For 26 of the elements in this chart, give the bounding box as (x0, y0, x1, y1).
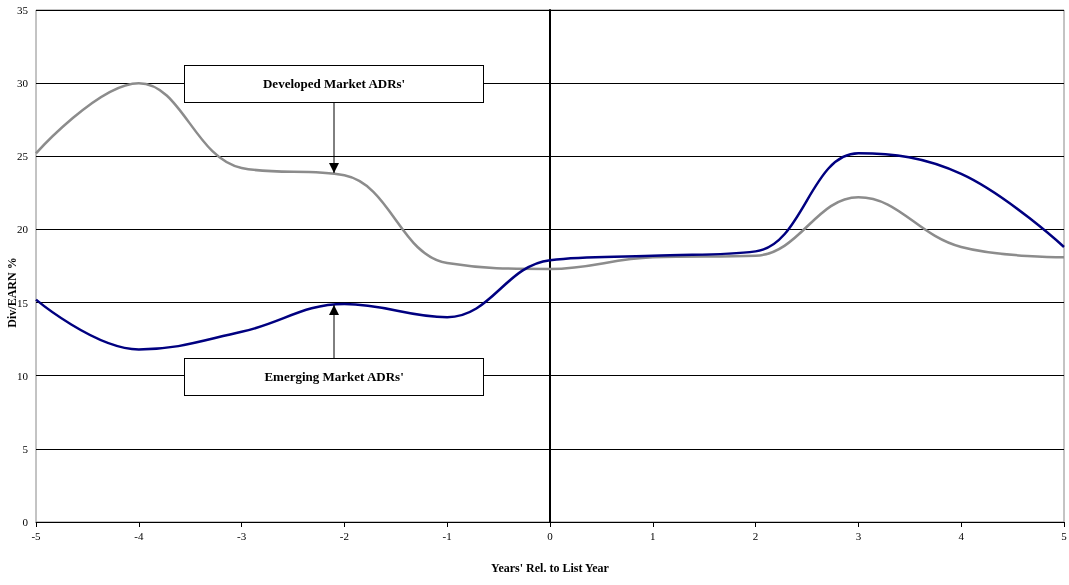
annotation: Developed Market ADRs' (262, 76, 406, 93)
line-series (34, 152, 1066, 351)
x-tick-label: 1 (650, 529, 656, 542)
x-tick-label: -3 (237, 529, 247, 542)
callout-box: Developed Market ADRs' (184, 65, 485, 104)
y-tick-label: 0 (22, 516, 29, 528)
x-tick-label: 0 (547, 529, 554, 542)
annotation: Emerging Market ADRs' (264, 368, 404, 385)
y-tick-label: 20 (17, 223, 29, 236)
y-tick-label: 30 (17, 77, 29, 90)
x-tick-label: -5 (31, 529, 42, 542)
y-tick-label: 15 (17, 296, 29, 309)
callout-box: Emerging Market ADRs' (184, 357, 485, 396)
y-tick-label: 5 (22, 442, 29, 455)
y-tick-label: 10 (17, 369, 29, 382)
x-tick-label: -1 (442, 529, 452, 542)
x-axis-title: Years' Rel. to List Year (491, 561, 610, 575)
y-tick-label: 25 (17, 150, 29, 163)
x-tick-label: 3 (855, 529, 862, 542)
x-tick-label: 5 (1061, 529, 1068, 542)
y-axis-title: Div/EARN % (5, 257, 19, 328)
x-tick-label: -4 (134, 529, 144, 542)
x-tick-label: -2 (339, 529, 349, 542)
y-tick-label: 35 (17, 4, 29, 16)
x-tick-label: 2 (752, 529, 759, 542)
x-tick-label: 4 (958, 529, 965, 542)
